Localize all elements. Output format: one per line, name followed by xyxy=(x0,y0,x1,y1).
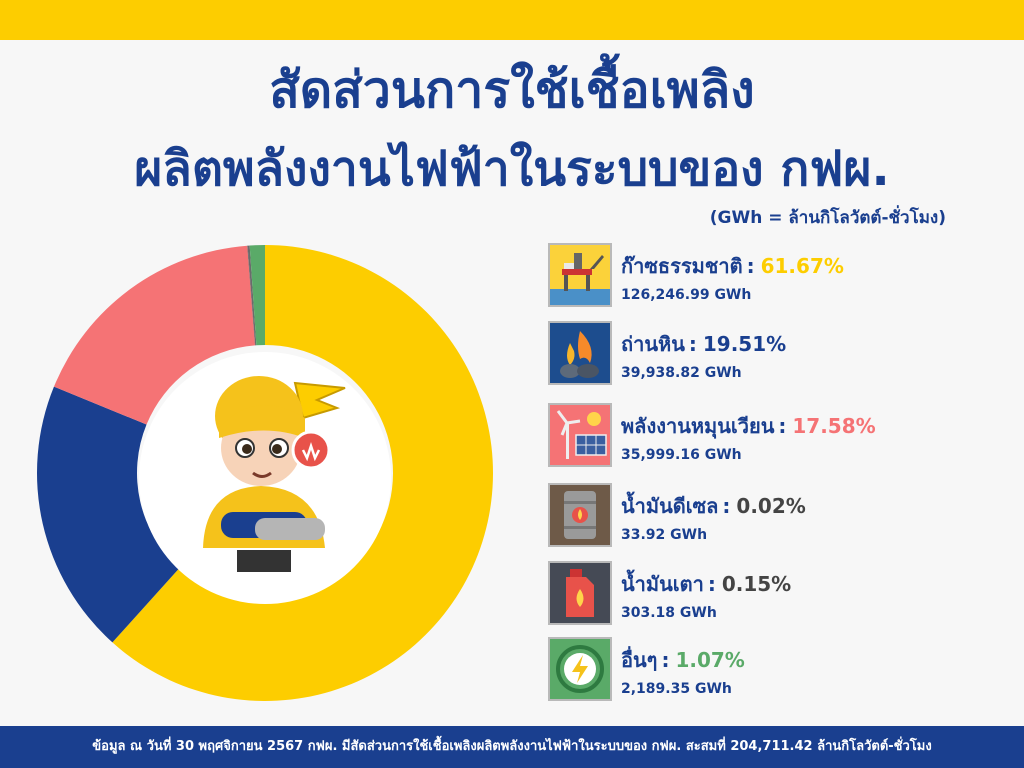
donut-slice-1 xyxy=(112,245,493,701)
legend-percent: 1.07% xyxy=(675,648,745,672)
legend-value: 303.18 GWh xyxy=(621,605,717,621)
legend-separator: : xyxy=(722,494,731,518)
legend-percent: 0.15% xyxy=(721,572,792,596)
legend-item-diesel: น้ำมันดีเซล:0.02% 33.92 GWh xyxy=(548,483,1008,549)
legend-percent: 19.51% xyxy=(702,332,787,356)
page-title-line-2: ผลิตพลังงานไฟฟ้าในระบบของ กฟผ. xyxy=(134,141,890,197)
lightning-recycle-icon xyxy=(548,637,612,701)
legend-label: ถ่านหิน xyxy=(621,332,685,356)
donut-slice-3 xyxy=(53,245,256,425)
legend-value: 126,246.99 GWh xyxy=(621,287,752,303)
legend-percent: 17.58% xyxy=(792,414,876,438)
legend-value: 33.92 GWh xyxy=(621,527,708,543)
donut-chart-svg xyxy=(37,245,493,701)
legend-separator: : xyxy=(661,648,670,672)
donut-slice-6 xyxy=(249,245,265,346)
legend-label: ก๊าซธรรมชาติ xyxy=(621,254,743,278)
donut-slice-5 xyxy=(247,245,257,346)
legend-percent: 61.67% xyxy=(760,254,844,278)
legend-item-renewable: พลังงานหมุนเวียน:17.58% 35,999.16 GWh xyxy=(548,403,1008,469)
legend-separator: : xyxy=(778,414,787,438)
legend-item-others: อื่นๆ:1.07% 2,189.35 GWh xyxy=(548,637,1008,703)
wind-solar-icon xyxy=(548,403,612,467)
legend-item-natural-gas: ก๊าซธรรมชาติ:61.67% 126,246.99 GWh xyxy=(548,243,1008,309)
legend-label: พลังงานหมุนเวียน xyxy=(621,414,775,438)
fuel-can-icon xyxy=(548,561,612,625)
unit-note: (GWh = ล้านกิโลวัตต์-ชั่วโมง) xyxy=(709,208,946,228)
legend-label: น้ำมันเตา xyxy=(621,572,704,596)
top-accent-bar xyxy=(0,0,1024,40)
legend-value: 35,999.16 GWh xyxy=(621,447,742,463)
legend-label: อื่นๆ xyxy=(621,648,658,672)
legend-item-coal: ถ่านหิน:19.51% 39,938.82 GWh xyxy=(548,321,1008,387)
mascot-icon xyxy=(139,352,391,604)
diesel-barrel-icon xyxy=(548,483,612,547)
donut-chart xyxy=(30,238,500,708)
donut-slice-4 xyxy=(247,245,256,346)
footer-note: ข้อมูล ณ วันที่ 30 พฤศจิกายน 2567 กฟผ. ม… xyxy=(0,726,1024,768)
legend-value: 39,938.82 GWh xyxy=(621,365,742,381)
coal-fire-icon xyxy=(548,321,612,385)
offshore-gas-platform-icon xyxy=(548,243,612,307)
donut-slice-2 xyxy=(37,386,180,643)
legend-label: น้ำมันดีเซล xyxy=(621,494,719,518)
legend-percent: 0.02% xyxy=(736,494,806,518)
page-title-line-1: สัดส่วนการใช้เชื้อเพลิง xyxy=(269,61,755,119)
legend-separator: : xyxy=(707,572,716,596)
legend-separator: : xyxy=(688,332,697,356)
legend-value: 2,189.35 GWh xyxy=(621,681,732,697)
legend-item-fuel-oil: น้ำมันเตา:0.15% 303.18 GWh xyxy=(548,561,1008,627)
legend-separator: : xyxy=(746,254,755,278)
